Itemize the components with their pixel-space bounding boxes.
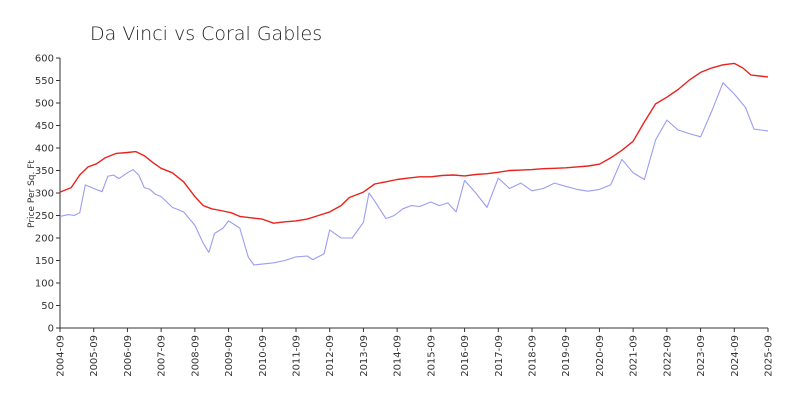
- x-tick-label: 2009-09: [224, 335, 235, 377]
- x-tick-label: 2016-09: [460, 335, 471, 377]
- y-tick-label: 200: [35, 234, 54, 245]
- series-line-1: [59, 62, 769, 224]
- x-tick-label: 2019-09: [561, 335, 572, 377]
- x-tick-label: 2022-09: [662, 335, 673, 377]
- y-tick-label: 250: [35, 211, 54, 222]
- x-tick-label: 2012-09: [325, 335, 336, 377]
- y-tick-label: 350: [35, 166, 54, 177]
- x-tick-label: 2021-09: [629, 335, 640, 377]
- y-tick-label: 550: [35, 76, 54, 87]
- x-tick-label: 2023-09: [696, 335, 707, 377]
- x-tick-label: 2006-09: [123, 335, 134, 377]
- y-tick-label: 450: [35, 121, 54, 132]
- x-tick-label: 2017-09: [494, 335, 505, 377]
- y-tick-label: 50: [41, 301, 54, 312]
- x-tick-label: 2010-09: [258, 335, 269, 377]
- x-tick-label: 2005-09: [89, 335, 100, 377]
- x-tick-label: 2007-09: [157, 335, 168, 377]
- x-tick-label: 2013-09: [359, 335, 370, 377]
- y-tick-label: 300: [35, 189, 54, 200]
- x-axis-ticks: 2004-09 2005-09 2006-09 2007-09 2008-09 2009-…: [56, 328, 775, 377]
- series-line-2: [59, 82, 769, 266]
- y-tick-label: 150: [35, 256, 54, 267]
- x-tick-label: 2024-09: [730, 335, 741, 377]
- chart-title: Da Vinci vs Coral Gables: [90, 23, 322, 45]
- x-tick-label: 2014-09: [393, 335, 404, 377]
- x-tick-label: 2020-09: [595, 335, 606, 377]
- y-axis-ticks: 0 50 100 150 200 250 300 350 400 450 500 550 600: [35, 54, 60, 335]
- y-tick-label: 500: [35, 99, 54, 110]
- x-tick-label: 2011-09: [292, 335, 303, 377]
- y-tick-label: 400: [35, 144, 54, 155]
- x-tick-label: 2015-09: [426, 335, 437, 377]
- x-tick-label: 2008-09: [190, 335, 201, 377]
- y-tick-label: 0: [48, 324, 54, 335]
- y-axis-label: Price Per Sq. Ft: [27, 160, 37, 228]
- x-tick-label: 2018-09: [528, 335, 539, 377]
- series-lines: [59, 62, 769, 266]
- x-tick-label: 2004-09: [56, 335, 67, 377]
- y-tick-label: 100: [35, 279, 54, 290]
- x-tick-label: 2025-09: [764, 335, 775, 377]
- y-tick-label: 600: [35, 54, 54, 65]
